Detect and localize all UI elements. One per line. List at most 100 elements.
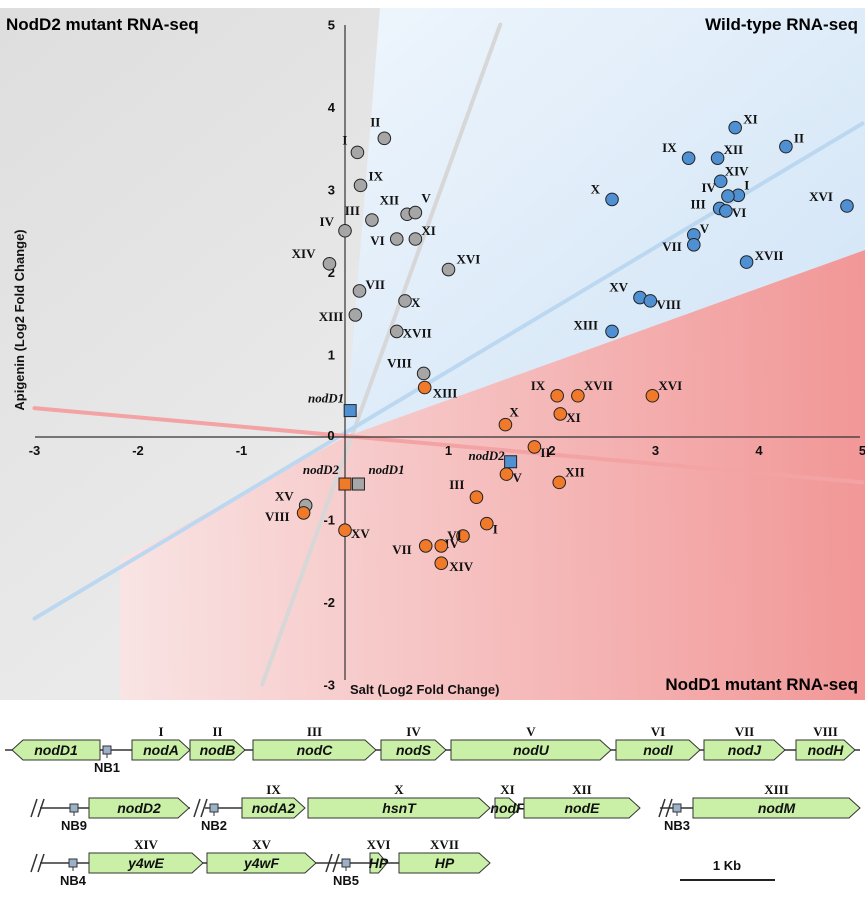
orange-point-label: V bbox=[512, 470, 522, 485]
gene-arrow-nodu bbox=[450, 739, 612, 761]
x-tick-label: 5 bbox=[859, 443, 865, 458]
y-tick-label: 1 bbox=[328, 348, 335, 363]
nod-box-label: NB1 bbox=[94, 760, 120, 775]
orange-point-xiv bbox=[434, 556, 449, 571]
blue-point-label: VI bbox=[732, 205, 746, 220]
gray-point-label: XIII bbox=[319, 309, 344, 324]
blue-point-ix bbox=[681, 151, 696, 165]
blue-point-label: IV bbox=[701, 180, 716, 195]
blue-point-label: VII bbox=[662, 239, 682, 254]
blue-point-label: II bbox=[794, 131, 804, 146]
gray-point-iii bbox=[365, 213, 379, 227]
orange-point-xi bbox=[553, 407, 568, 421]
y-axis-label: Apigenin (Log2 Fold Change) bbox=[12, 229, 27, 410]
orange-point-label: I bbox=[493, 522, 498, 537]
gene-arrow-nods bbox=[380, 739, 447, 761]
blue-point-xvii bbox=[739, 255, 754, 269]
orange-point-xvi bbox=[645, 388, 660, 403]
gene-arrow-y4we bbox=[88, 852, 204, 874]
gene-arrow-hp bbox=[369, 852, 388, 874]
blue-point-label: III bbox=[690, 196, 705, 211]
gene-name: nodA bbox=[143, 742, 179, 758]
gene-roman-label: VIII bbox=[813, 724, 838, 739]
x-tick-label: 2 bbox=[548, 443, 555, 458]
blue-point-label: IX bbox=[662, 140, 677, 155]
orange-point-iv bbox=[456, 529, 470, 543]
gene-name: nodE bbox=[565, 800, 601, 816]
gene-arrow-nodi bbox=[615, 739, 701, 761]
x-tick-label: 3 bbox=[652, 443, 659, 458]
gray-point-ix bbox=[353, 178, 368, 193]
break-mark bbox=[30, 853, 45, 873]
axes: Salt (Log2 Fold Change) Apigenin (Log2 F… bbox=[12, 25, 860, 697]
gene-name: nodM bbox=[758, 800, 796, 816]
gray-point-label: XII bbox=[380, 192, 400, 207]
x-tick-label: 1 bbox=[445, 443, 452, 458]
nod-box-nb1 bbox=[102, 745, 112, 755]
blue-point-x bbox=[605, 192, 619, 207]
orange-point-xvii bbox=[571, 388, 585, 403]
trend-line-red bbox=[32, 406, 865, 485]
gene-name: y4wE bbox=[127, 855, 164, 871]
gray-point-label: II bbox=[370, 114, 380, 129]
gene-roman-label: IX bbox=[266, 782, 281, 797]
gray-point-label: VI bbox=[370, 233, 384, 248]
nodd1-region-bg bbox=[120, 250, 865, 700]
trend-line-gray bbox=[260, 22, 503, 687]
wild-type-region-label: Wild-type RNA-seq bbox=[705, 15, 858, 34]
gray-point-label: VII bbox=[365, 277, 385, 292]
gene-roman-label: III bbox=[307, 724, 322, 739]
gene-roman-label: XVII bbox=[430, 837, 459, 852]
orange-point-ix bbox=[550, 388, 564, 403]
gray-point-xi bbox=[408, 232, 423, 246]
blue-point-xii bbox=[710, 151, 725, 165]
orange-point-label: VIII bbox=[265, 509, 290, 524]
gene-roman-label: XII bbox=[572, 782, 592, 797]
gene-arrow-node bbox=[523, 797, 641, 819]
nodD-squares: nodD1 nodD2 nodD2 nodD1 bbox=[303, 391, 518, 491]
nod-box-nb3 bbox=[672, 803, 682, 813]
blue-point-label: XII bbox=[724, 142, 744, 157]
blue-point-iv bbox=[721, 189, 735, 203]
gray-point-xiv bbox=[322, 256, 337, 271]
x-tick-label: 0 bbox=[327, 428, 334, 443]
x-tick-label: -2 bbox=[132, 443, 144, 458]
orange-point-label: XV bbox=[351, 526, 370, 541]
gray-point-xiii bbox=[348, 308, 363, 322]
gene-name: HP bbox=[369, 855, 389, 871]
gene-roman-label: XIII bbox=[764, 782, 789, 797]
gene-name: HP bbox=[435, 855, 455, 871]
gene-arrow-nodj bbox=[703, 739, 786, 761]
orange-point-label: XIV bbox=[449, 559, 473, 574]
orange-point-vi bbox=[434, 539, 449, 553]
scale-bar-label: 1 Kb bbox=[713, 858, 741, 873]
orange-point-iii bbox=[469, 490, 484, 505]
gene-arrow-hp bbox=[398, 852, 491, 874]
orange-point-label: IV bbox=[445, 536, 460, 551]
square-label: nodD1 bbox=[368, 462, 404, 477]
blue-point-label: I bbox=[744, 177, 749, 192]
blue-point-label: XVI bbox=[809, 189, 833, 204]
y-tick-label: 3 bbox=[328, 183, 335, 198]
gene-name: nodJ bbox=[728, 742, 763, 758]
y-tick-label: 4 bbox=[328, 100, 336, 115]
y-tick-label: 5 bbox=[328, 18, 335, 33]
gene-name: nodC bbox=[297, 742, 334, 758]
gray-point-label: III bbox=[345, 203, 360, 218]
square-label: nodD2 bbox=[468, 448, 505, 463]
orange-point-ii bbox=[527, 440, 542, 454]
gray-point-v bbox=[408, 205, 423, 220]
gray-point-i bbox=[350, 145, 365, 160]
orange-point-xii bbox=[552, 475, 567, 490]
gray-point-viii bbox=[416, 366, 431, 381]
gene-arrow-noda2 bbox=[241, 797, 306, 819]
gene-name: nodS bbox=[396, 742, 432, 758]
gene-name: nodF bbox=[490, 800, 525, 816]
blue-point-ii bbox=[779, 139, 793, 154]
orange-point-vii bbox=[418, 539, 433, 553]
orange-point-label: XVII bbox=[584, 378, 613, 393]
